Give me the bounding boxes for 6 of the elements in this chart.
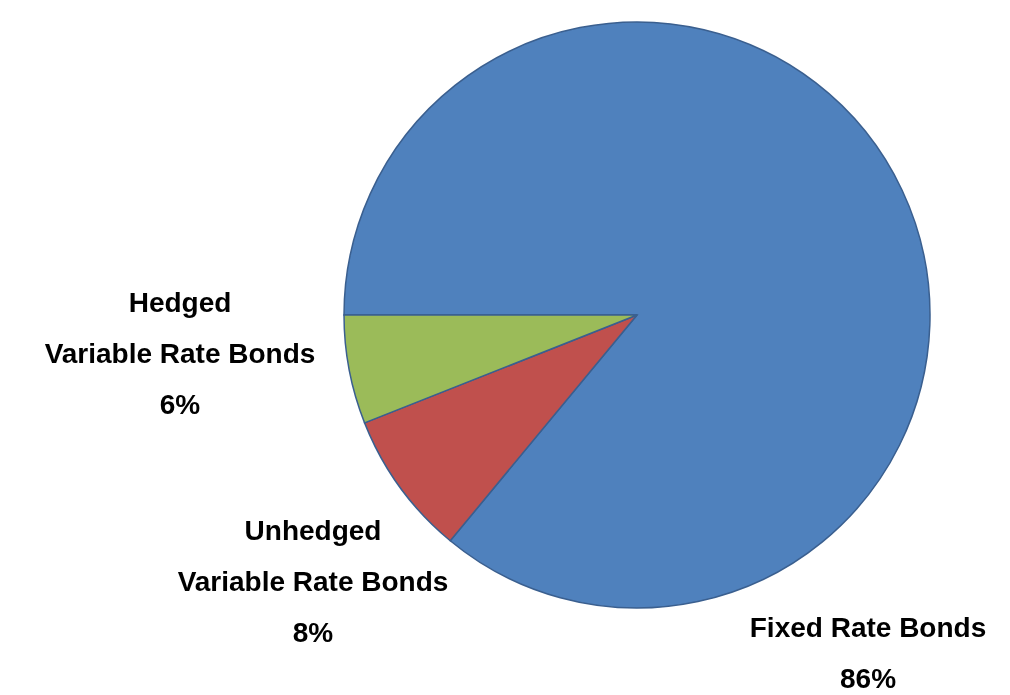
data-label: 6% — [159, 389, 201, 420]
slice-label: Hedged Variable Rate Bonds — [44, 287, 316, 369]
slice-label: Fixed Rate Bonds — [749, 612, 987, 643]
data-label: 86% — [839, 663, 897, 694]
slice-label: Unhedged Variable Rate Bonds — [177, 515, 449, 597]
data-label: 8% — [292, 617, 334, 648]
